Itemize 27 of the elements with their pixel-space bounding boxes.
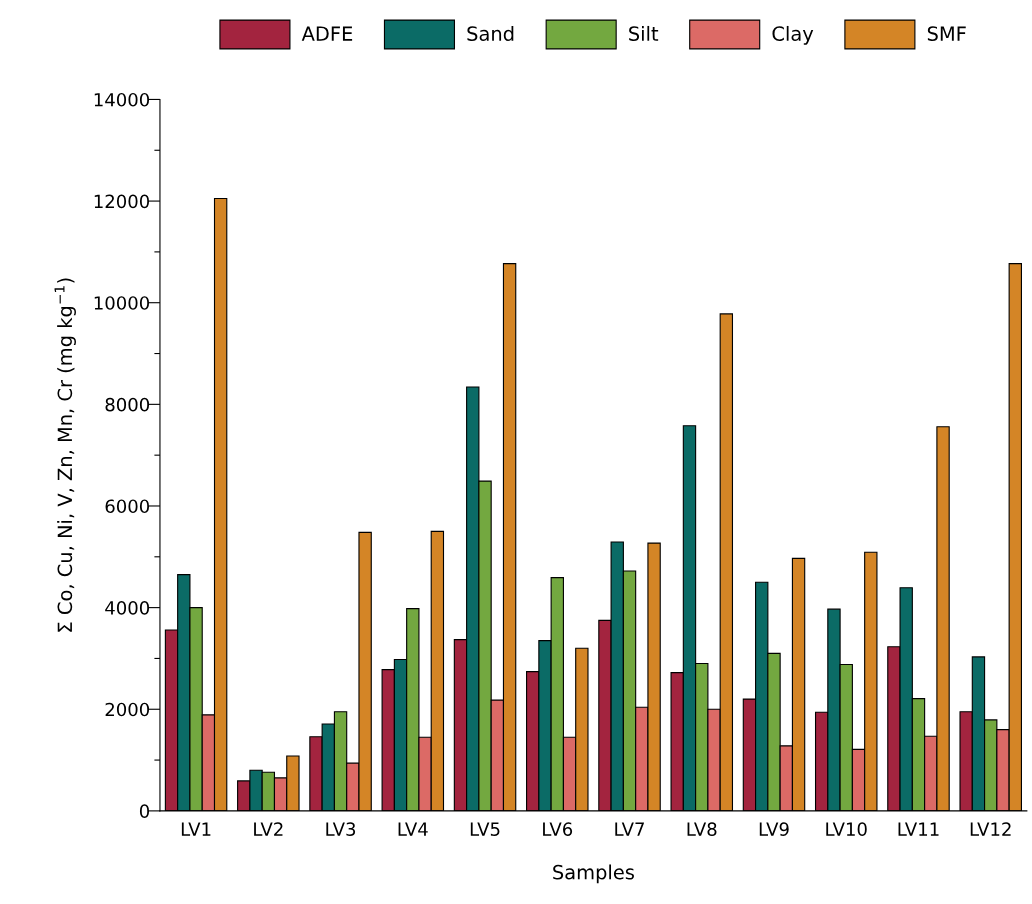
legend-label: ADFE: [301, 26, 353, 41]
legend-label: Clay: [772, 25, 814, 45]
y-tick-label: 4000: [105, 601, 150, 615]
y-tick-label: 2000: [105, 702, 150, 717]
x-tick-label: LV6: [543, 822, 573, 836]
y-tick-label: 12000: [94, 194, 150, 209]
y-axis-title: Σ Co, Cu, Ni, V, Zn, Mn, Cr (mg kg$^{−1}$): [54, 278, 76, 632]
y-tick-label: 10000: [94, 296, 150, 310]
y-tick-label: 0: [139, 804, 150, 818]
legend-label: Sand: [467, 25, 514, 41]
y-tick-label: 14000: [94, 92, 150, 107]
x-tick-label: LV2: [254, 822, 283, 836]
x-tick-label: LV10: [826, 822, 867, 836]
x-tick-label: LV1: [181, 822, 211, 836]
x-tick-label: LV12: [970, 822, 1011, 836]
y-tick-label: 6000: [105, 499, 150, 514]
x-tick-label: LV4: [398, 822, 428, 836]
x-axis-title: Samples: [553, 864, 634, 884]
x-tick-label: LV8: [687, 822, 717, 836]
x-tick-label: LV11: [898, 822, 939, 836]
legend-label: SMF: [927, 26, 966, 41]
legend-label: Silt: [629, 25, 659, 41]
x-tick-label: LV7: [615, 822, 644, 836]
x-tick-label: LV3: [326, 822, 356, 836]
x-tick-label: LV9: [759, 822, 789, 836]
y-tick-label: 8000: [105, 397, 150, 412]
x-tick-label: LV5: [470, 822, 500, 836]
